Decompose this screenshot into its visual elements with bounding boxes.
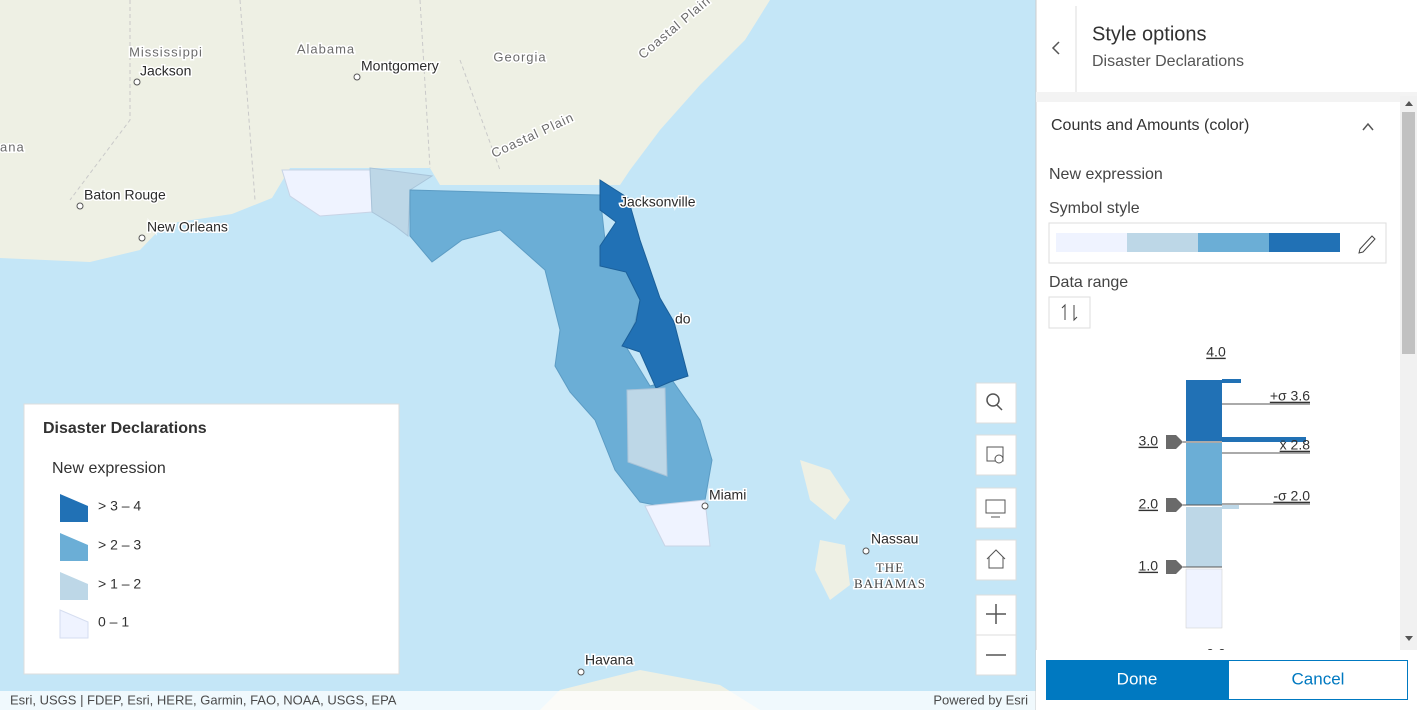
stat-label: x̄ 2.8: [1280, 437, 1311, 453]
histogram-bar: [1222, 505, 1239, 509]
legend-title: Disaster Declarations: [43, 420, 207, 437]
range-label: 4.0: [1206, 344, 1226, 360]
ramp-segment: [1186, 507, 1222, 567]
invert-button[interactable]: [1048, 296, 1091, 329]
map-label: Mississippi: [129, 44, 203, 59]
map-label: do: [675, 311, 691, 327]
ramp-segment: [1185, 568, 1223, 629]
legend-item: > 3 – 4: [98, 498, 141, 514]
map-label: THE: [876, 560, 904, 575]
slider-handle[interactable]: [1166, 560, 1222, 574]
histogram-bar: [1222, 379, 1241, 383]
separator: [1036, 92, 1417, 102]
field-name: New expression: [1049, 166, 1163, 183]
search-button[interactable]: [975, 382, 1017, 424]
symbol-style-picker[interactable]: [1048, 222, 1387, 264]
symbol-style-label: Symbol style: [1049, 200, 1140, 217]
map-label: ana: [0, 139, 25, 154]
basemap-button[interactable]: [975, 434, 1017, 476]
fullscreen-button[interactable]: [975, 487, 1017, 529]
attribution-bar: [0, 691, 1036, 710]
histogram-bar: [1222, 437, 1306, 442]
range-label: 1.0: [1139, 558, 1159, 574]
legend-item: 0 – 1: [98, 614, 129, 630]
map-label: New Orleans: [147, 219, 228, 235]
islands: [540, 460, 850, 710]
style-panel: Style options Disaster Declarations Coun…: [1035, 0, 1417, 710]
map-label: Jackson: [140, 63, 191, 79]
map-label: Alabama: [297, 41, 355, 56]
map-label: Baton Rouge: [84, 187, 166, 203]
ramp-segment: [1186, 380, 1222, 441]
collapse-button[interactable]: [1362, 122, 1374, 131]
region-3-4: [599, 179, 689, 389]
region-1-2: [626, 387, 668, 477]
city-dot: [76, 202, 84, 210]
done-button[interactable]: Done: [1046, 660, 1228, 700]
map-label: Montgomery: [361, 58, 439, 74]
range-label: 2.0: [1139, 496, 1159, 512]
panel-bg: [1036, 0, 1417, 710]
panel-title: Style options: [1092, 23, 1207, 45]
map-label: Jacksonville: [620, 194, 696, 210]
map-label: Georgia: [493, 49, 546, 64]
legend-swatch: [60, 533, 88, 561]
cancel-label: Cancel: [1292, 669, 1345, 688]
map-label: BAHAMAS: [854, 576, 926, 591]
city-dot: [138, 234, 146, 242]
slider-handle[interactable]: [1166, 435, 1222, 449]
legend-swatch: [59, 609, 89, 639]
state-borders: [69, 0, 501, 201]
data-range-label: Data range: [1049, 274, 1128, 291]
legend-item: > 2 – 3: [98, 537, 141, 553]
map-label: Nassau: [871, 531, 918, 547]
cancel-button[interactable]: Cancel: [1228, 660, 1408, 700]
city-dot: [862, 547, 870, 555]
zoom-out-button[interactable]: [975, 634, 1017, 676]
map: Mississippi Jackson Alabama Montgomery G…: [0, 0, 1036, 710]
legend-item: > 1 – 2: [98, 576, 141, 592]
map-label: Havana: [585, 652, 633, 668]
back-button[interactable]: [1051, 41, 1060, 55]
legend-swatch: [60, 494, 88, 522]
city-dot: [577, 668, 585, 676]
land: [0, 0, 770, 262]
range-label: 3.0: [1139, 433, 1159, 449]
legend-subtitle: New expression: [52, 460, 166, 477]
stat-label: +σ 3.6: [1270, 388, 1310, 404]
zoom-in-button[interactable]: [975, 594, 1017, 636]
panel-subtitle: Disaster Declarations: [1092, 53, 1244, 70]
region-1-2: [369, 167, 434, 237]
region-0-1: [281, 169, 373, 217]
legend-swatch: [60, 572, 88, 600]
ramp-segment: [1186, 443, 1222, 505]
stat-label: -σ 2.0: [1273, 488, 1310, 504]
region-0-1: [644, 499, 711, 547]
city-dot: [353, 73, 361, 81]
attribution: Esri, USGS | FDEP, Esri, HERE, Garmin, F…: [10, 692, 397, 707]
done-label: Done: [1117, 669, 1158, 688]
scroll-thumb[interactable]: [1402, 112, 1415, 354]
section-title: Counts and Amounts (color): [1051, 117, 1249, 134]
home-button[interactable]: [975, 539, 1017, 581]
slider-handle[interactable]: [1166, 498, 1222, 512]
powered-by: Powered by Esri: [933, 692, 1028, 707]
city-dot: [701, 502, 709, 510]
map-label: Miami: [709, 487, 746, 503]
city-dot: [133, 78, 141, 86]
